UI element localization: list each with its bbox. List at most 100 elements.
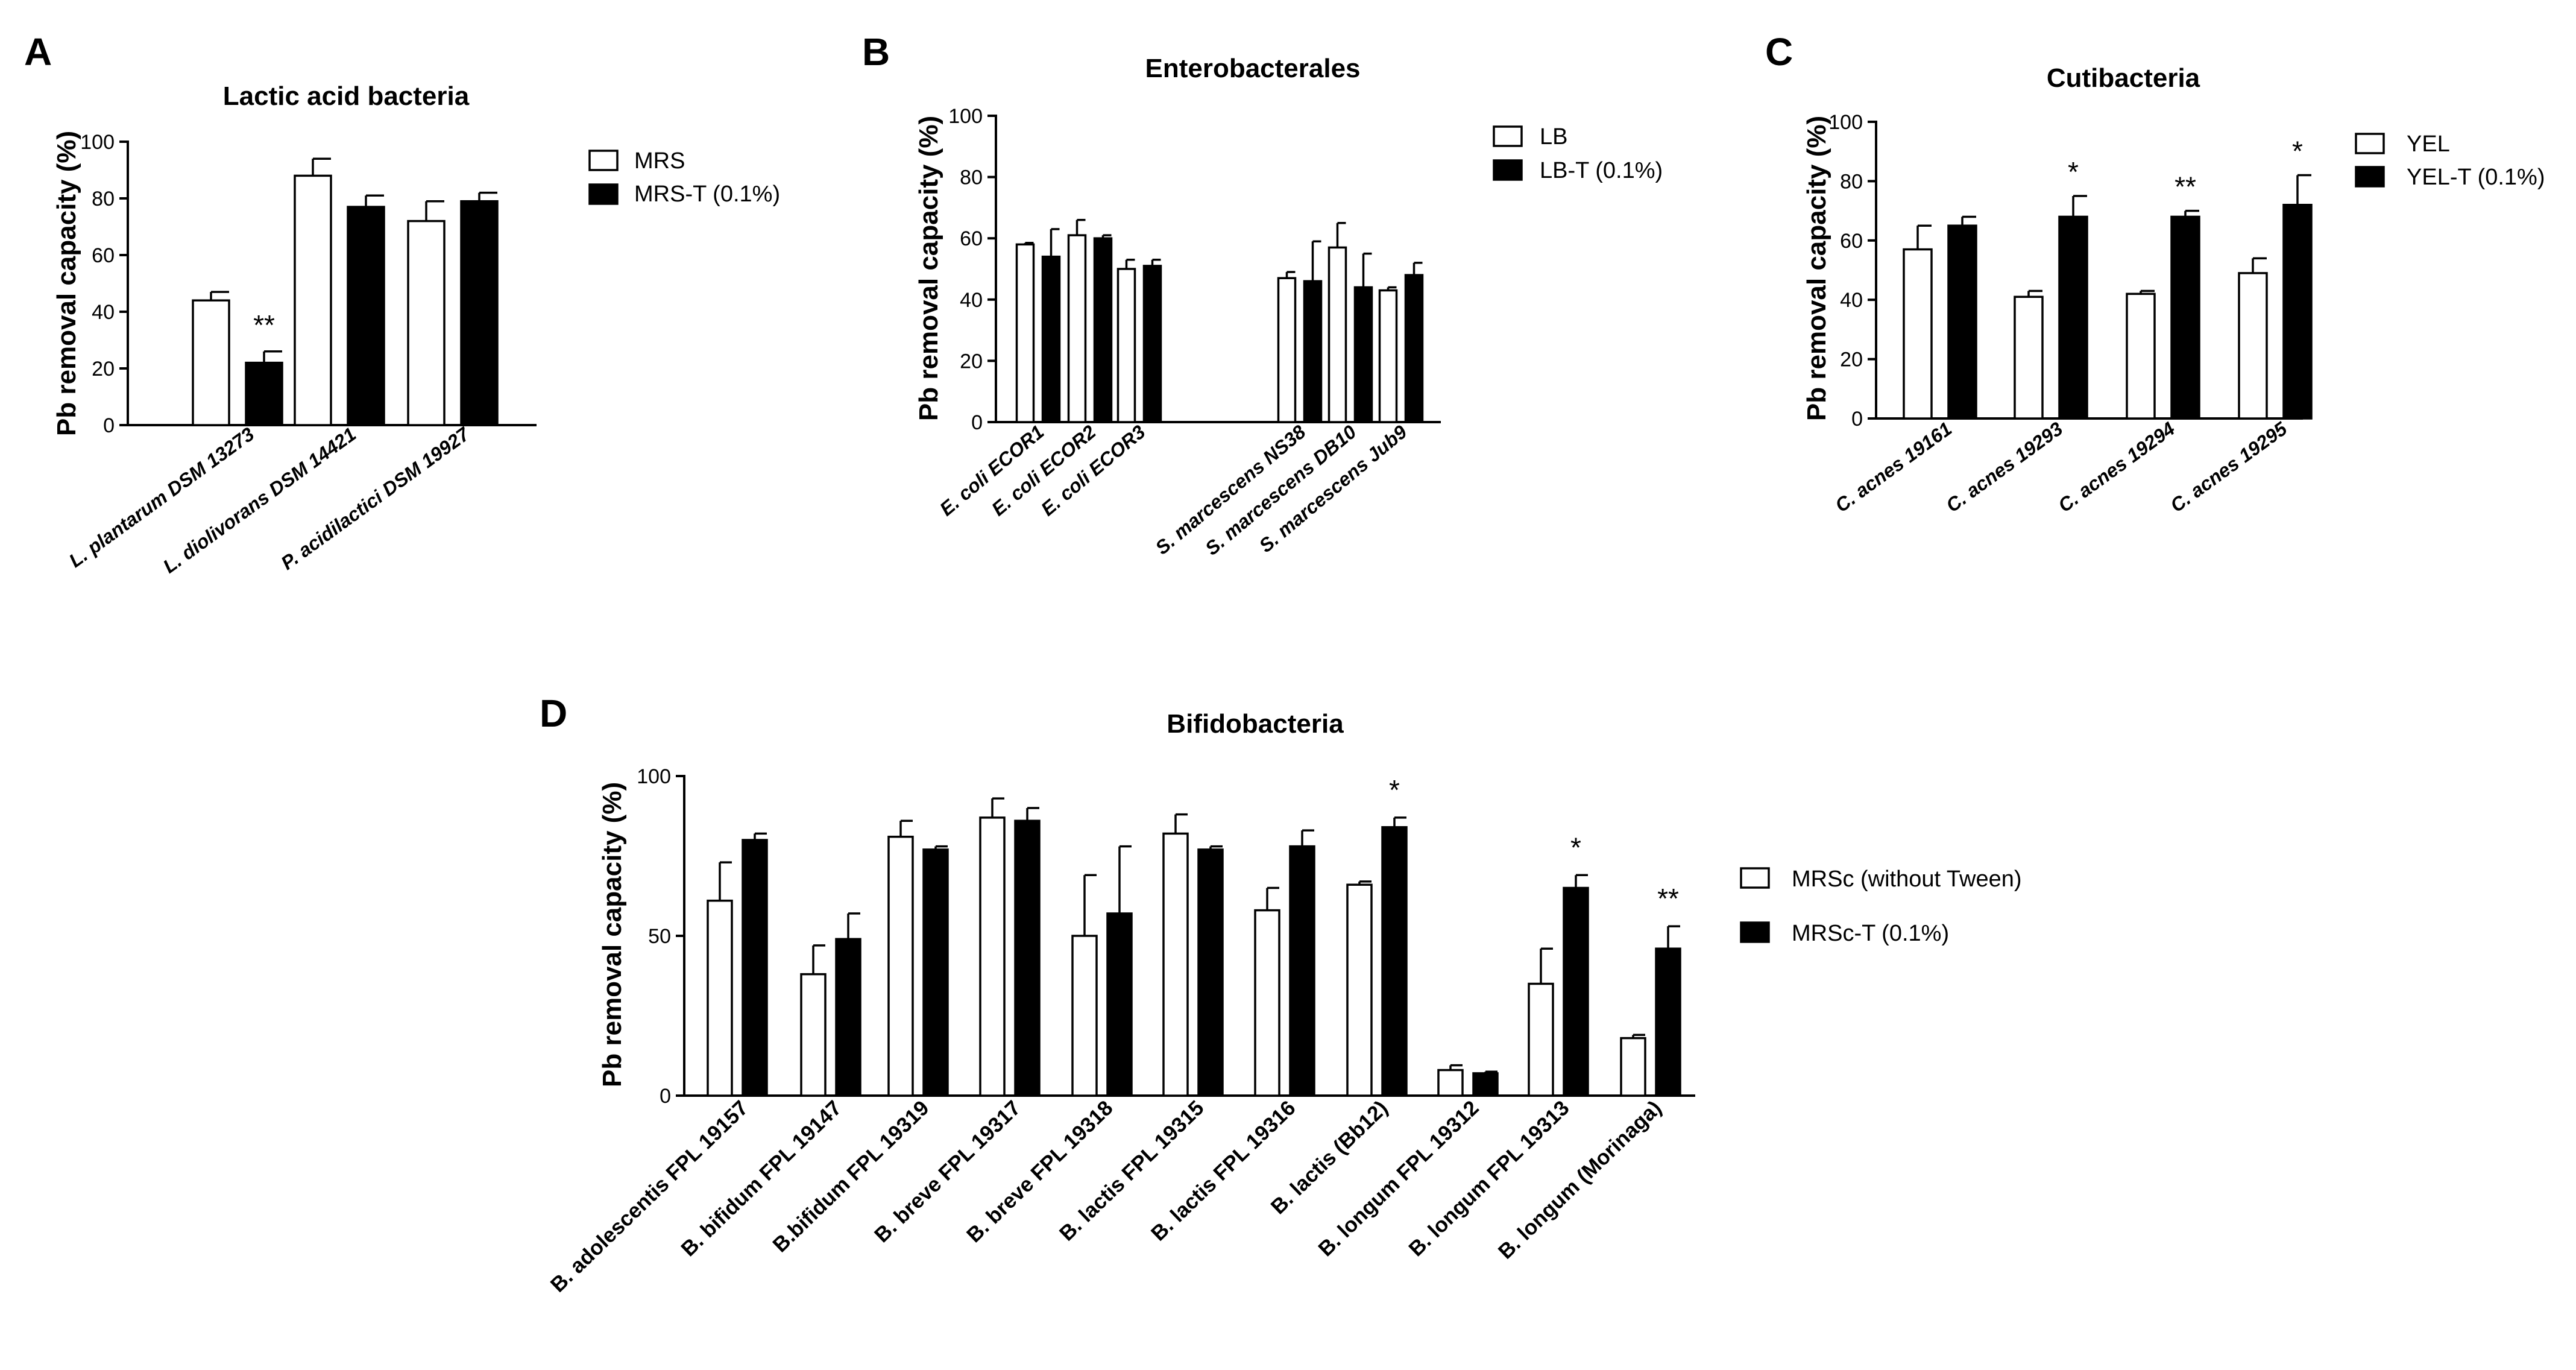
bar-open xyxy=(887,835,914,1097)
panel-c-legend-label-2: YEL-T (0.1%) xyxy=(2407,165,2545,190)
panel-b-legend-label-1: LB xyxy=(1540,124,1567,150)
x-category-label: P. acidilactici DSM 19927 xyxy=(277,422,474,574)
bar-open xyxy=(1528,982,1554,1097)
panel-d: D Bifidobacteria Pb removal capacity (%)… xyxy=(540,692,2022,1297)
panel-d-legend: MRSc (without Tween) MRSc-T (0.1%) xyxy=(1740,867,2022,946)
panel-a-legend-label-2: MRS-T (0.1%) xyxy=(634,182,780,207)
bar-filled xyxy=(245,361,283,426)
bar-filled xyxy=(1404,274,1424,423)
bar-open xyxy=(1067,234,1087,423)
bar-open xyxy=(294,174,332,426)
panel-c-letter: C xyxy=(1765,30,1793,74)
x-category-label: L. diolivorans DSM 14421 xyxy=(159,423,360,578)
panel-c-legend-swatch-filled xyxy=(2355,166,2385,188)
bar-filled xyxy=(1142,265,1162,423)
y-tick-label: 0 xyxy=(103,414,115,437)
bar-filled xyxy=(835,938,861,1097)
y-tick-label: 100 xyxy=(80,131,115,154)
bar-open xyxy=(1378,289,1398,423)
significance-marker: ** xyxy=(1657,883,1679,914)
bar-filled xyxy=(2282,204,2313,420)
significance-marker: * xyxy=(2292,136,2303,167)
bar-open xyxy=(1327,246,1347,423)
y-tick-label: 50 xyxy=(648,925,671,948)
bar-open xyxy=(1254,909,1280,1097)
panel-c-legend-swatch-open xyxy=(2355,133,2385,154)
panel-b: B Enterobacterales Pb removal capacity (… xyxy=(862,30,1663,560)
x-category-label: C. acnes 19161 xyxy=(1831,418,1956,517)
panel-c-title: Cutibacteria xyxy=(2047,63,2200,93)
y-tick-label: 80 xyxy=(1840,170,1863,193)
y-tick-label: 100 xyxy=(1828,111,1863,134)
bar-open xyxy=(800,973,827,1097)
panel-c-legend: YEL YEL-T (0.1%) xyxy=(2355,131,2545,190)
panel-a: A Lactic acid bacteria Pb removal capaci… xyxy=(24,30,780,577)
y-tick-label: 100 xyxy=(637,765,671,788)
panel-d-legend-label-2: MRSc-T (0.1%) xyxy=(1792,921,1949,946)
panel-a-title: Lactic acid bacteria xyxy=(223,81,470,111)
panel-b-legend-swatch-filled xyxy=(1493,159,1523,181)
significance-marker: * xyxy=(1389,774,1400,806)
y-tick-label: 20 xyxy=(1840,349,1863,371)
panel-a-legend-label-1: MRS xyxy=(634,148,685,174)
bar-open xyxy=(2126,292,2156,420)
y-tick-label: 20 xyxy=(92,358,115,380)
panel-c-legend-label-1: YEL xyxy=(2407,131,2450,157)
panel-b-legend: LB LB-T (0.1%) xyxy=(1493,124,1663,183)
bar-filled xyxy=(1472,1072,1499,1097)
x-category-label: B. longum FPL 19312 xyxy=(1314,1096,1483,1261)
bar-filled xyxy=(1041,255,1061,423)
bar-open xyxy=(2014,295,2044,420)
bar-filled xyxy=(1106,912,1133,1097)
y-tick-label: 100 xyxy=(948,105,983,128)
panel-a-legend-swatch-filled xyxy=(588,183,619,205)
bar-open xyxy=(1071,935,1098,1097)
bar-open xyxy=(1015,243,1035,423)
bar-filled xyxy=(1093,237,1113,423)
bar-filled xyxy=(1289,845,1315,1097)
x-category-label: B. bifidum FPL 19147 xyxy=(676,1096,846,1261)
y-tick-label: 0 xyxy=(971,411,983,434)
panel-b-y-axis-label: Pb removal capacity (%) xyxy=(914,116,943,421)
panel-a-y-axis-label: Pb removal capacity (%) xyxy=(52,131,81,436)
bar-open xyxy=(1116,268,1136,423)
panel-a-legend-swatch-open xyxy=(588,150,619,171)
y-tick-label: 60 xyxy=(92,244,115,267)
significance-marker: * xyxy=(1570,832,1581,863)
panel-a-letter: A xyxy=(24,30,52,74)
x-category-label: B. adolescentis FPL 19157 xyxy=(546,1096,753,1297)
bar-open xyxy=(707,899,733,1097)
bar-filled xyxy=(1655,947,1681,1097)
x-category-label: B. longum FPL 19313 xyxy=(1404,1096,1573,1261)
bar-filled xyxy=(1353,286,1373,423)
bar-open xyxy=(2238,272,2268,420)
bar-open xyxy=(1437,1069,1464,1097)
x-category-label: B.bifidum FPL 19319 xyxy=(768,1096,933,1257)
x-category-label: C. acnes 19294 xyxy=(2054,417,2179,516)
y-tick-label: 80 xyxy=(960,166,983,189)
y-tick-label: 20 xyxy=(960,350,983,373)
y-tick-label: 60 xyxy=(960,227,983,250)
significance-marker: ** xyxy=(2174,171,2196,203)
panel-d-legend-swatch-filled xyxy=(1740,921,1770,943)
panel-b-legend-swatch-open xyxy=(1493,125,1523,147)
bar-filled xyxy=(1197,848,1224,1097)
bar-open xyxy=(1346,883,1373,1097)
panel-c-y-axis-label: Pb removal capacity (%) xyxy=(1802,116,1831,421)
y-tick-label: 40 xyxy=(1840,289,1863,312)
x-category-label: L. plantarum DSM 13273 xyxy=(65,423,259,572)
bar-open xyxy=(407,219,446,426)
panel-b-legend-label-2: LB-T (0.1%) xyxy=(1540,158,1663,183)
panel-b-title: Enterobacterales xyxy=(1145,54,1360,83)
bar-filled xyxy=(922,848,949,1097)
bar-filled xyxy=(1947,224,1977,420)
panel-b-letter: B xyxy=(862,30,890,74)
x-category-label: C. acnes 19293 xyxy=(1942,417,2067,516)
y-tick-label: 40 xyxy=(960,289,983,312)
bar-filled xyxy=(1014,819,1041,1097)
